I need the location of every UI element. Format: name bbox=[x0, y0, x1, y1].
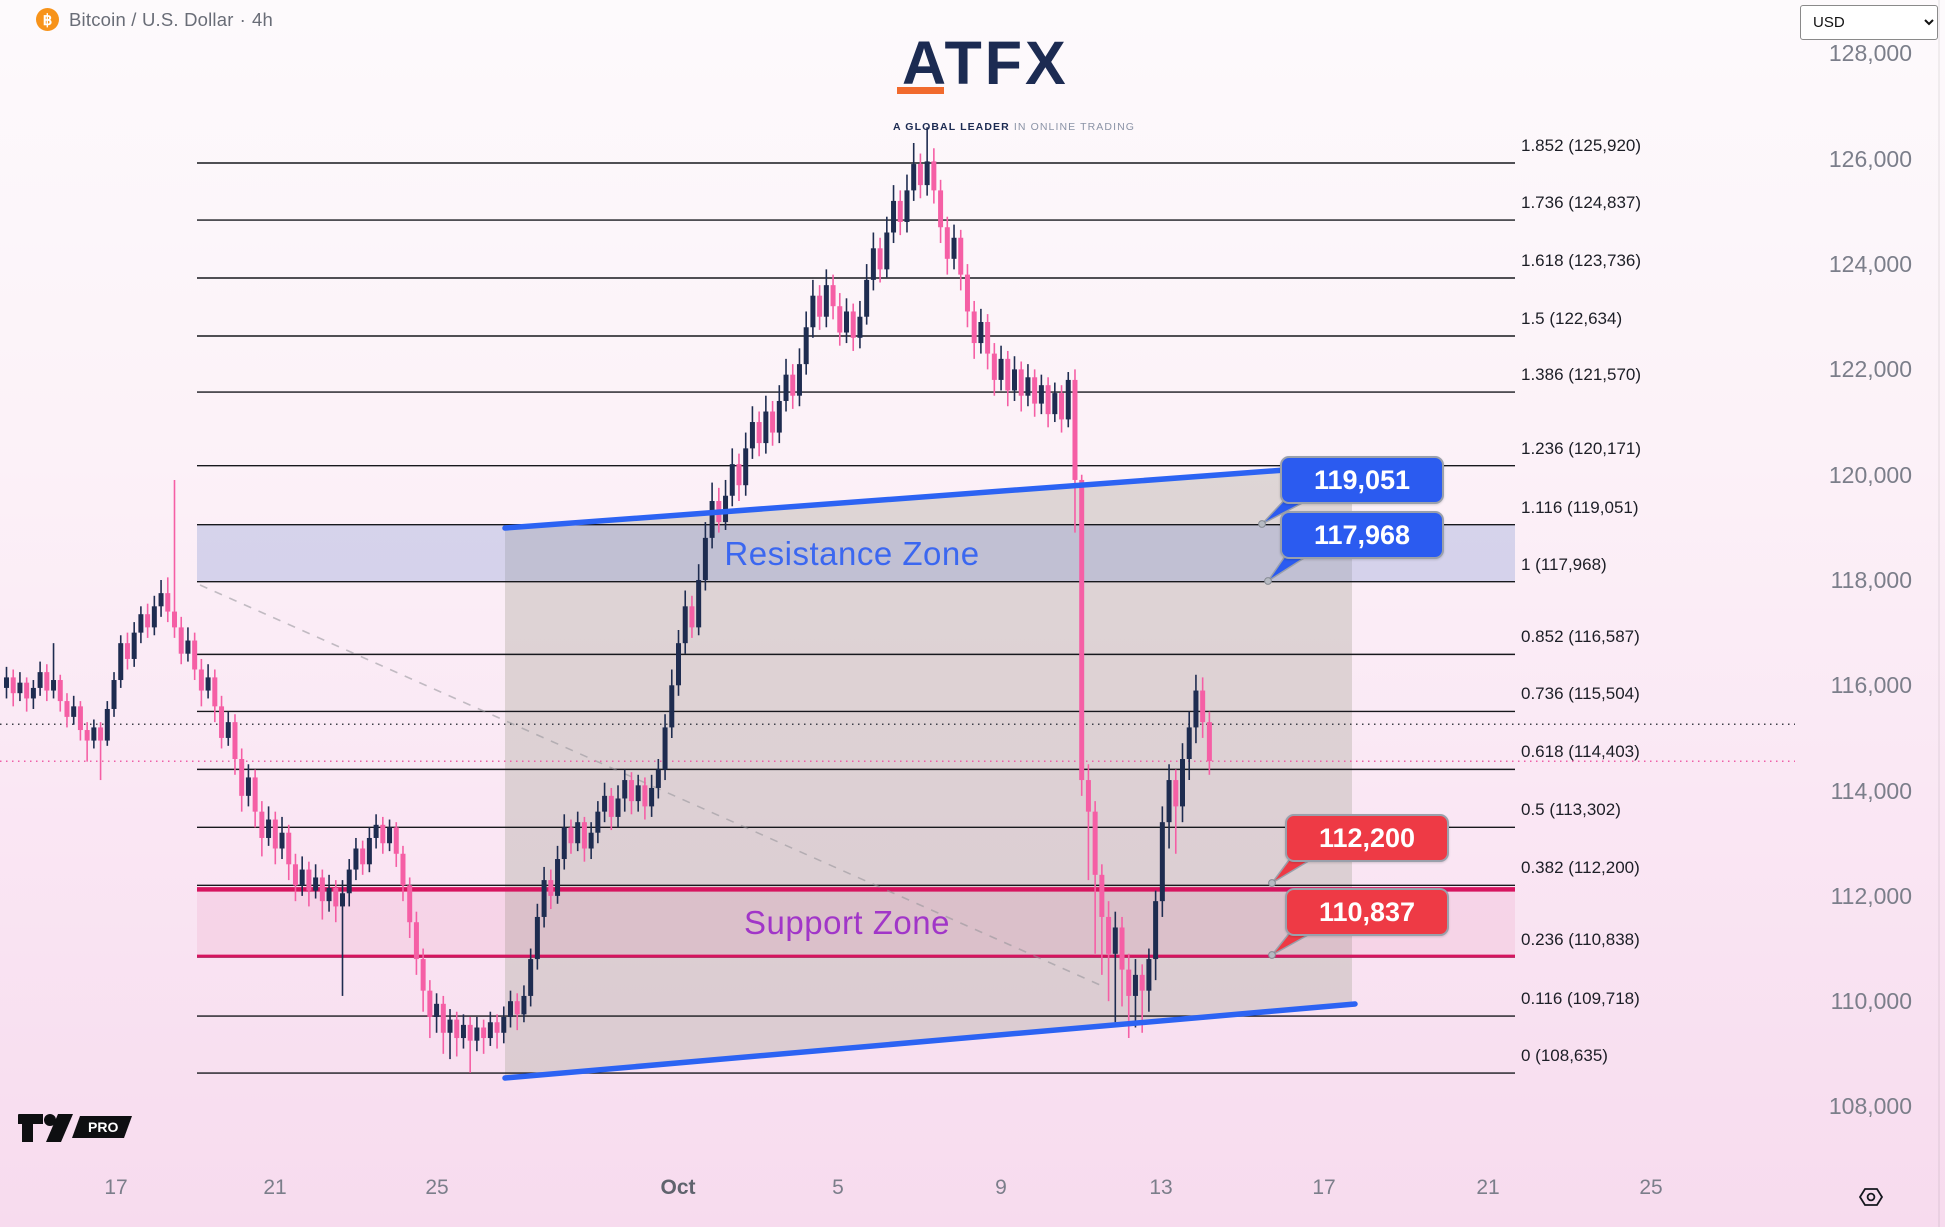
pro-badge-label: PRO bbox=[88, 1119, 118, 1135]
atfx-logo: ATFX bbox=[902, 29, 1069, 97]
trendline-lower-rising-support[interactable] bbox=[502, 1001, 1358, 1081]
date-axis-tick: 25 bbox=[1639, 1176, 1663, 1199]
date-axis-tick: 21 bbox=[263, 1176, 287, 1199]
candles-series bbox=[4, 127, 1212, 1073]
price-axis-tick: 122,000 bbox=[1828, 356, 1912, 383]
fib-level-label: 0.116 (109,718) bbox=[1521, 989, 1640, 1009]
tv-logo-slash bbox=[46, 1114, 73, 1142]
fib-level-label: 1.618 (123,736) bbox=[1521, 250, 1642, 270]
date-axis-tick: 21 bbox=[1476, 1176, 1500, 1199]
fib-level-label: 1.116 (119,051) bbox=[1521, 497, 1639, 517]
date-axis-tick: 13 bbox=[1149, 1176, 1173, 1199]
fib-level-label: 1.236 (120,171) bbox=[1521, 438, 1642, 458]
dashed-trend-guide[interactable] bbox=[199, 584, 1101, 986]
price-label-bubble[interactable]: 110,837 bbox=[1285, 888, 1449, 936]
resistance-zone-label[interactable]: Resistance Zone bbox=[724, 535, 980, 572]
price-axis-tick: 114,000 bbox=[1830, 777, 1912, 804]
atfx-tagline: A GLOBAL LEADER IN ONLINE TRADING bbox=[893, 121, 1136, 133]
bubble-anchor-dot bbox=[1268, 951, 1276, 959]
date-axis-tick: 9 bbox=[995, 1176, 1007, 1199]
bubble-anchor-dot bbox=[1258, 520, 1266, 528]
price-axis-tick: 124,000 bbox=[1828, 251, 1912, 278]
date-axis-tick: 17 bbox=[1312, 1176, 1336, 1199]
tv-logo-bar bbox=[18, 1114, 43, 1142]
fib-level-label: 1.386 (121,570) bbox=[1521, 365, 1642, 385]
support-zone-label[interactable]: Support Zone bbox=[744, 904, 950, 941]
price-axis-tick: 112,000 bbox=[1830, 882, 1912, 909]
fib-level-label: 0.236 (110,838) bbox=[1521, 930, 1640, 950]
bitcoin-icon: ฿ bbox=[36, 8, 59, 31]
currency-select[interactable]: USD bbox=[1800, 5, 1938, 40]
range-background bbox=[505, 470, 1352, 1078]
fib-level-label: 1 (117,968) bbox=[1521, 554, 1607, 574]
price-axis-tick: 116,000 bbox=[1830, 672, 1912, 699]
fib-level-label: 1.5 (122,634) bbox=[1521, 309, 1623, 328]
fib-level-label: 0.618 (114,403) bbox=[1521, 742, 1640, 762]
fib-level-label: 0 (108,635) bbox=[1521, 1046, 1608, 1066]
fib-level-label: 0.5 (113,302) bbox=[1521, 800, 1621, 820]
price-label-bubble[interactable]: 117,968 bbox=[1280, 511, 1444, 559]
fib-level-label: 1.852 (125,920) bbox=[1521, 136, 1642, 155]
symbol-header: ฿ Bitcoin / U.S. Dollar · 4h bbox=[36, 8, 273, 31]
price-label-bubble[interactable]: 112,200 bbox=[1285, 814, 1449, 862]
price-axis-tick: 108,000 bbox=[1828, 1093, 1912, 1120]
price-scale-settings-icon[interactable] bbox=[1856, 1182, 1886, 1212]
trendline-upper-rising-resistance[interactable] bbox=[502, 467, 1288, 531]
fib-level-label: 0.736 (115,504) bbox=[1521, 684, 1640, 704]
fib-level-label: 1.736 (124,837) bbox=[1521, 193, 1642, 213]
interval-label: 4h bbox=[251, 8, 273, 30]
atfx-logo-orange-bar bbox=[897, 87, 944, 94]
interval-separator: · bbox=[239, 8, 246, 30]
date-axis-tick: 25 bbox=[425, 1176, 449, 1199]
hexagon-center-dot bbox=[1866, 1192, 1876, 1202]
fib-level-label: 0.852 (116,587) bbox=[1521, 627, 1640, 647]
price-axis-tick: 110,000 bbox=[1830, 988, 1912, 1015]
bubble-anchor-dot bbox=[1264, 577, 1272, 585]
price-axis-tick: 126,000 bbox=[1828, 145, 1912, 172]
pro-badge bbox=[72, 1116, 132, 1138]
fib-level-label: 0.382 (112,200) bbox=[1521, 858, 1640, 878]
price-label-bubble[interactable]: 119,051 bbox=[1280, 456, 1444, 504]
date-axis-tick: 17 bbox=[104, 1176, 128, 1199]
tradingview-logo[interactable]: PRO bbox=[16, 1112, 146, 1144]
price-axis-tick: 118,000 bbox=[1830, 566, 1912, 593]
date-axis-tick: Oct bbox=[660, 1176, 696, 1199]
date-axis-tick: 5 bbox=[832, 1176, 844, 1199]
bubble-anchor-dot bbox=[1268, 879, 1276, 887]
symbol-title: Bitcoin / U.S. Dollar · 4h bbox=[69, 8, 273, 30]
tv-logo-dot bbox=[44, 1114, 56, 1126]
price-axis-tick: 128,000 bbox=[1828, 40, 1912, 67]
hexagon-icon bbox=[1858, 1188, 1884, 1206]
price-axis-tick: 120,000 bbox=[1828, 461, 1912, 488]
